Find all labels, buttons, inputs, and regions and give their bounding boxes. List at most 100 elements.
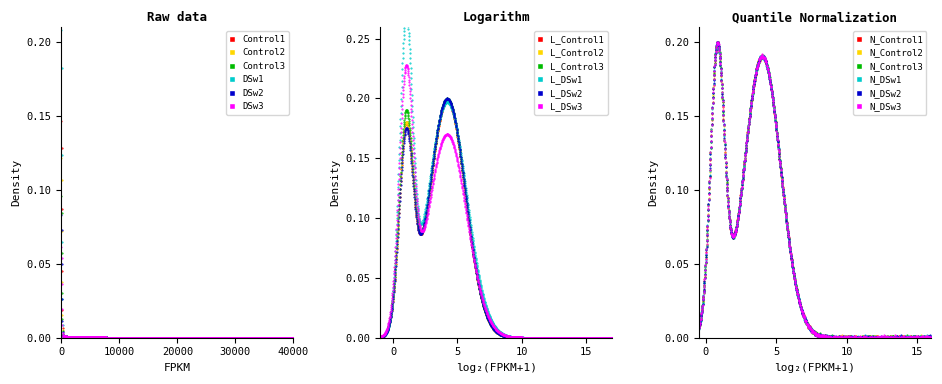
- L_DSw3: [534, 335, 545, 340]
- Line: L_DSw2: L_DSw2: [380, 98, 613, 338]
- L_DSw1: [560, 335, 571, 340]
- N_Control2: [853, 335, 864, 340]
- N_Control2: [879, 334, 890, 339]
- Control2: [56, 156, 67, 161]
- Y-axis label: Density: Density: [649, 159, 658, 206]
- N_Control3: [874, 335, 885, 339]
- N_Control1: [712, 40, 723, 44]
- L_Control1: [560, 335, 571, 340]
- N_Control3: [879, 336, 890, 340]
- Legend: L_Control1, L_Control2, L_Control3, L_DSw1, L_DSw2, L_DSw3: L_Control1, L_Control2, L_Control3, L_DS…: [534, 31, 608, 115]
- Line: N_Control3: N_Control3: [698, 41, 932, 341]
- DSw1: [80, 335, 91, 339]
- N_DSw3: [711, 39, 723, 44]
- N_DSw3: [904, 338, 916, 342]
- DSw2: [160, 335, 171, 340]
- L_DSw2: [560, 335, 571, 340]
- Line: L_Control2: L_Control2: [380, 99, 613, 338]
- N_Control3: [693, 326, 705, 330]
- N_Control1: [843, 337, 854, 342]
- L_Control2: [375, 335, 386, 339]
- N_DSw3: [925, 336, 936, 341]
- L_Control2: [607, 335, 618, 340]
- N_Control2: [796, 306, 807, 311]
- Line: N_DSw2: N_DSw2: [698, 41, 932, 341]
- L_Control3: [560, 335, 571, 340]
- Line: Control2: Control2: [60, 158, 300, 338]
- N_DSw1: [788, 269, 799, 274]
- DSw1: [56, 27, 67, 32]
- Title: Logarithm: Logarithm: [463, 11, 530, 24]
- N_Control1: [879, 335, 890, 340]
- Control2: [80, 335, 91, 339]
- L_Control2: [442, 98, 453, 102]
- L_Control2: [560, 335, 571, 340]
- L_Control2: [477, 301, 488, 305]
- N_DSw1: [693, 326, 705, 331]
- DSw3: [152, 335, 163, 340]
- X-axis label: log₂(FPKM+1): log₂(FPKM+1): [774, 363, 855, 373]
- N_DSw2: [796, 307, 807, 311]
- N_DSw1: [912, 337, 923, 342]
- L_DSw3: [556, 335, 567, 340]
- L_DSw1: [607, 335, 618, 340]
- DSw2: [246, 335, 257, 340]
- DSw1: [219, 335, 231, 340]
- L_Control3: [442, 96, 453, 101]
- L_Control3: [398, 122, 410, 126]
- L_DSw3: [607, 335, 618, 340]
- N_DSw1: [879, 336, 890, 341]
- DSw1: [160, 335, 171, 340]
- N_DSw1: [853, 335, 864, 340]
- DSw1: [246, 335, 257, 340]
- N_Control3: [853, 336, 864, 341]
- N_Control2: [874, 336, 885, 341]
- DSw3: [56, 245, 67, 250]
- N_DSw1: [874, 335, 885, 340]
- L_DSw2: [556, 335, 567, 340]
- L_DSw2: [468, 257, 479, 262]
- L_DSw3: [468, 259, 479, 263]
- Line: L_DSw3: L_DSw3: [380, 65, 613, 338]
- Control2: [219, 335, 231, 340]
- L_DSw3: [400, 63, 412, 68]
- Control3: [294, 335, 305, 340]
- L_DSw2: [375, 335, 386, 339]
- DSw3: [246, 335, 257, 340]
- N_Control3: [717, 103, 728, 108]
- L_DSw3: [375, 334, 386, 339]
- L_Control2: [534, 335, 545, 340]
- L_Control2: [556, 335, 567, 340]
- N_Control1: [796, 307, 807, 311]
- N_DSw3: [874, 336, 885, 341]
- Line: DSw1: DSw1: [60, 29, 300, 338]
- L_DSw1: [398, 33, 410, 37]
- Control3: [152, 335, 163, 340]
- Control1: [219, 335, 231, 340]
- N_DSw3: [693, 325, 705, 330]
- L_DSw3: [477, 297, 488, 302]
- N_DSw3: [717, 104, 728, 108]
- Control1: [294, 335, 305, 340]
- Legend: Control1, Control2, Control3, DSw1, DSw2, DSw3: Control1, Control2, Control3, DSw1, DSw2…: [226, 31, 289, 115]
- L_Control1: [442, 99, 453, 103]
- N_Control1: [788, 267, 799, 271]
- L_Control1: [398, 133, 410, 138]
- Control1: [246, 335, 257, 340]
- Control1: [152, 335, 163, 340]
- L_Control1: [607, 335, 618, 340]
- Line: L_Control3: L_Control3: [380, 98, 613, 338]
- Control2: [294, 335, 305, 340]
- Line: N_Control2: N_Control2: [698, 41, 932, 341]
- L_Control2: [468, 258, 479, 262]
- Control3: [160, 335, 171, 340]
- N_DSw2: [879, 335, 890, 339]
- N_Control2: [918, 338, 930, 342]
- N_DSw2: [853, 336, 864, 341]
- Control2: [160, 335, 171, 340]
- N_Control2: [717, 104, 728, 108]
- DSw2: [219, 335, 231, 340]
- N_DSw2: [693, 326, 705, 330]
- DSw3: [160, 335, 171, 340]
- N_DSw2: [874, 338, 885, 342]
